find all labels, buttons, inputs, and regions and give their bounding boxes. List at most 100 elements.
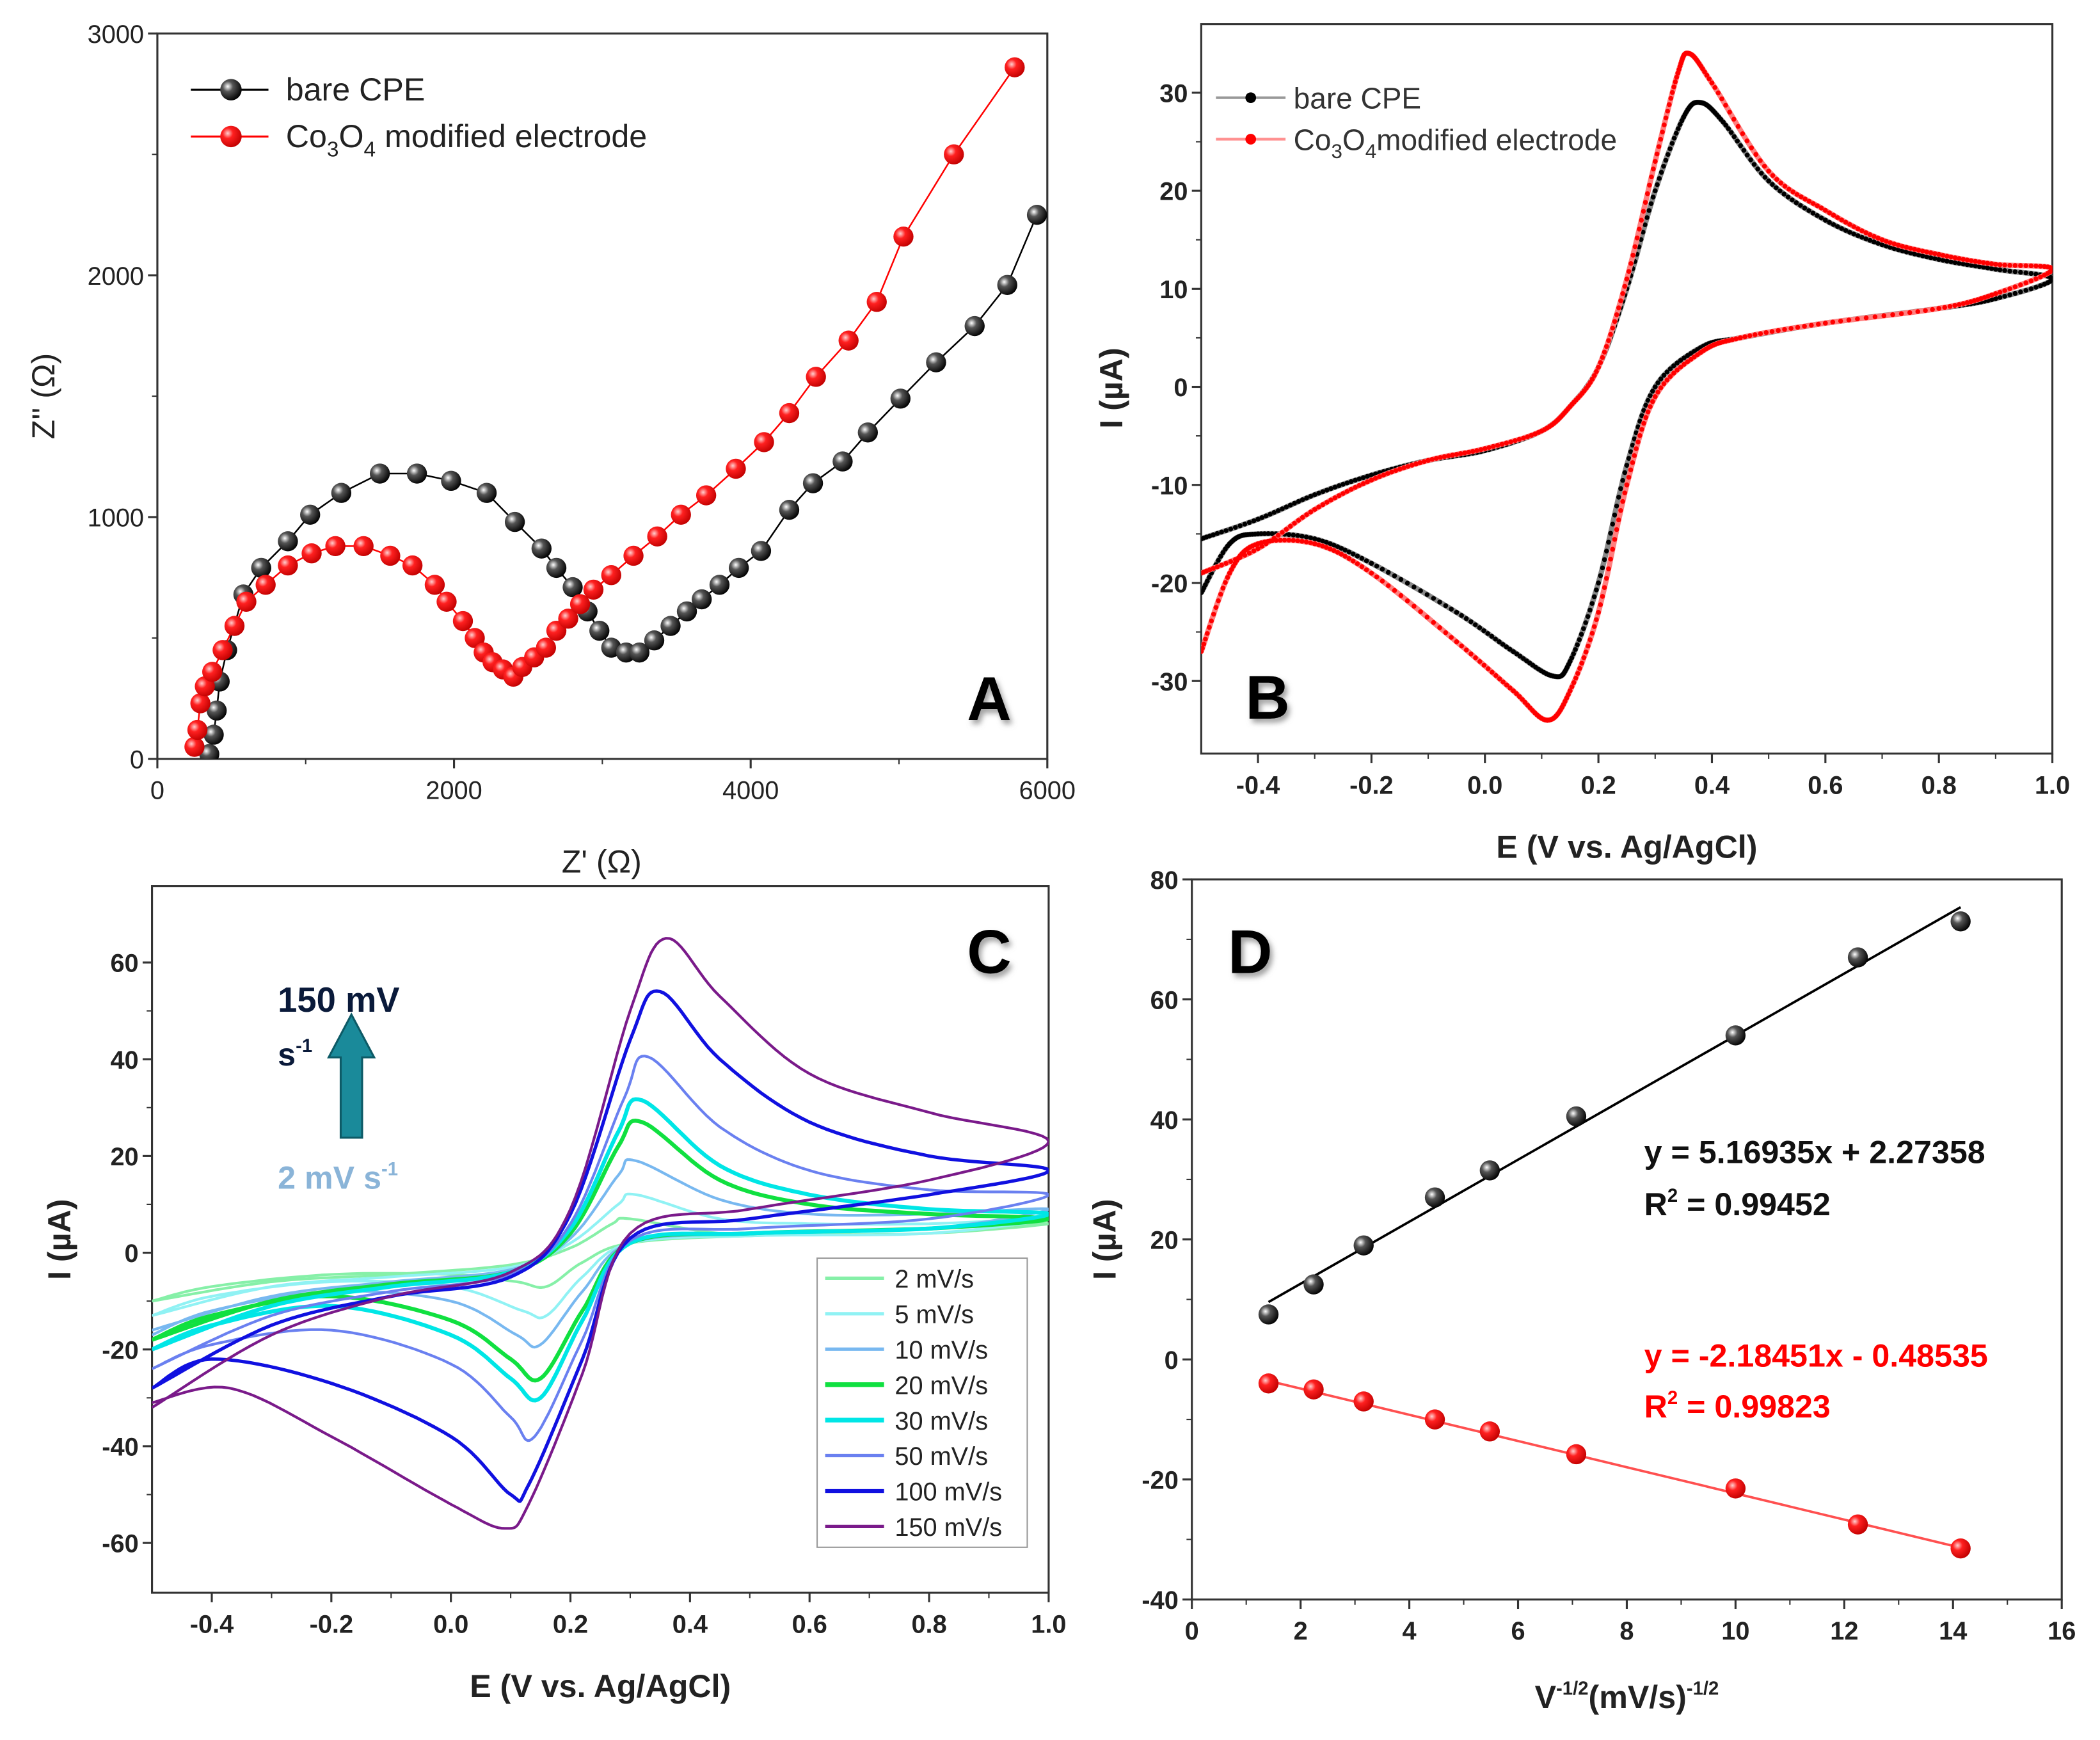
data-point-bare-cpe (2007, 292, 2012, 298)
data-point-co3o4 (1930, 307, 1935, 312)
data-point-co3o4 (465, 628, 485, 648)
y-tick-label-a: 0 (130, 746, 144, 774)
data-point-bare-cpe (1380, 566, 1385, 572)
data-point-bare-cpe (1300, 534, 1305, 539)
data-point-bare-cpe (1655, 182, 1660, 188)
data-point-bare-cpe (1977, 264, 1982, 269)
data-point-co3o4 (1508, 439, 1513, 445)
data-point-co3o4 (1641, 209, 1646, 214)
data-point-co3o4 (1855, 316, 1860, 322)
data-point-bare-cpe (1296, 499, 1301, 504)
data-point-co3o4 (1437, 625, 1442, 630)
data-point-co3o4 (1957, 302, 1962, 307)
legend-marker-bare-cpe (220, 79, 242, 100)
data-point-bare-cpe (1673, 131, 1679, 136)
data-point-co3o4 (1513, 438, 1518, 443)
data-point-co3o4 (1404, 598, 1410, 603)
data-point-co3o4 (325, 536, 346, 557)
y-tick-label-a: 2000 (88, 262, 144, 291)
data-point-bare-cpe (1665, 152, 1671, 157)
data-point-co3o4 (1654, 151, 1660, 157)
x-tick-label-c: 0.4 (672, 1611, 708, 1639)
data-point-bare-cpe (1507, 646, 1513, 652)
data-point-co3o4 (2023, 263, 2028, 268)
data-point-co3o4 (1715, 90, 1721, 95)
panel-label-b: B (1245, 664, 1289, 732)
data-point-bare-cpe (531, 538, 552, 559)
data-point-co3o4 (1291, 538, 1296, 543)
data-point-bare-cpe (1643, 403, 1648, 408)
data-point-bare-cpe (1678, 358, 1683, 363)
data-point-bare-cpe (251, 557, 271, 579)
data-point-co3o4 (1884, 239, 1889, 244)
data-point-bare-cpe (1242, 522, 1248, 527)
data-point-co3o4 (1639, 427, 1644, 432)
data-point-bare-cpe (1220, 550, 1226, 555)
data-point-bare-cpe (1320, 538, 1325, 544)
data-point-bare-cpe (1332, 484, 1338, 490)
data-point-bare-cpe (1952, 260, 1958, 266)
y-axis-label-d: I (µA) (1086, 1199, 1122, 1280)
data-point-co3o4 (1622, 490, 1628, 496)
legend-label-30-mV-s: 30 mV/s (895, 1407, 988, 1435)
data-point-bare-cpe (1644, 215, 1650, 220)
data-point-co3o4 (1875, 235, 1881, 241)
data-point-anodic (1725, 1025, 1746, 1046)
data-point-bare-cpe (1598, 573, 1603, 579)
data-point-bare-cpe (1331, 543, 1337, 548)
x-tick-label-b: 1.0 (2035, 771, 2070, 799)
legend-box-c (816, 1257, 1028, 1548)
data-point-co3o4 (1916, 248, 1921, 253)
data-point-bare-cpe (1600, 565, 1605, 571)
data-point-co3o4 (1481, 662, 1487, 668)
data-point-co3o4 (1985, 260, 1990, 266)
data-point-co3o4 (2038, 264, 2043, 269)
data-point-co3o4 (1372, 475, 1378, 481)
data-point-co3o4 (1620, 291, 1625, 296)
data-point-bare-cpe (331, 483, 352, 503)
data-point-co3o4 (1598, 602, 1603, 607)
scan-rate-annotation: 150 mV s-1 2 mV s-1 (278, 980, 399, 1195)
data-point-bare-cpe (1751, 162, 1757, 167)
data-point-bare-cpe (562, 577, 583, 598)
data-point-bare-cpe (1628, 449, 1634, 454)
data-point-co3o4 (671, 504, 691, 525)
data-point-bare-cpe (1981, 264, 1986, 270)
data-point-bare-cpe (2042, 282, 2047, 287)
data-point-co3o4 (1573, 675, 1579, 681)
data-point-co3o4 (1838, 318, 1843, 324)
data-point-co3o4 (1709, 80, 1715, 86)
data-point-co3o4 (1945, 253, 1950, 259)
data-point-co3o4 (255, 575, 276, 595)
data-point-bare-cpe (1412, 584, 1417, 589)
data-point-co3o4 (1568, 688, 1573, 694)
data-point-bare-cpe (964, 315, 985, 337)
data-point-co3o4 (1843, 219, 1849, 225)
data-point-bare-cpe (1770, 182, 1775, 187)
data-point-co3o4 (726, 458, 746, 479)
data-point-bare-cpe (2018, 269, 2023, 275)
data-point-co3o4 (1577, 666, 1582, 671)
data-point-bare-cpe (1748, 157, 1753, 163)
data-point-co3o4 (1499, 442, 1505, 447)
data-point-bare-cpe (1961, 261, 1966, 267)
data-point-anodic (1479, 1160, 1500, 1181)
data-point-co3o4 (1888, 240, 1893, 246)
data-point-co3o4 (806, 367, 826, 387)
data-point-co3o4 (1431, 619, 1436, 625)
data-point-bare-cpe (203, 724, 224, 745)
data-point-co3o4 (1753, 332, 1758, 337)
data-point-co3o4 (1316, 504, 1321, 510)
data-point-co3o4 (1355, 561, 1360, 566)
data-point-bare-cpe (1815, 213, 1820, 218)
data-point-co3o4 (1478, 447, 1484, 452)
data-point-co3o4 (1675, 70, 1681, 76)
data-point-co3o4 (1412, 603, 1417, 609)
data-point-co3o4 (1491, 443, 1496, 449)
legend-marker-co3o4 (220, 125, 242, 148)
data-point-co3o4 (1409, 463, 1415, 468)
legend-marker-co3o4-b (1245, 134, 1257, 145)
data-point-co3o4 (1622, 283, 1628, 289)
fit-equation-black: y = 5.16935x + 2.27358 (1644, 1135, 1985, 1170)
legend-label-co3o4-b: Co3O4modified electrode (1294, 123, 1617, 163)
